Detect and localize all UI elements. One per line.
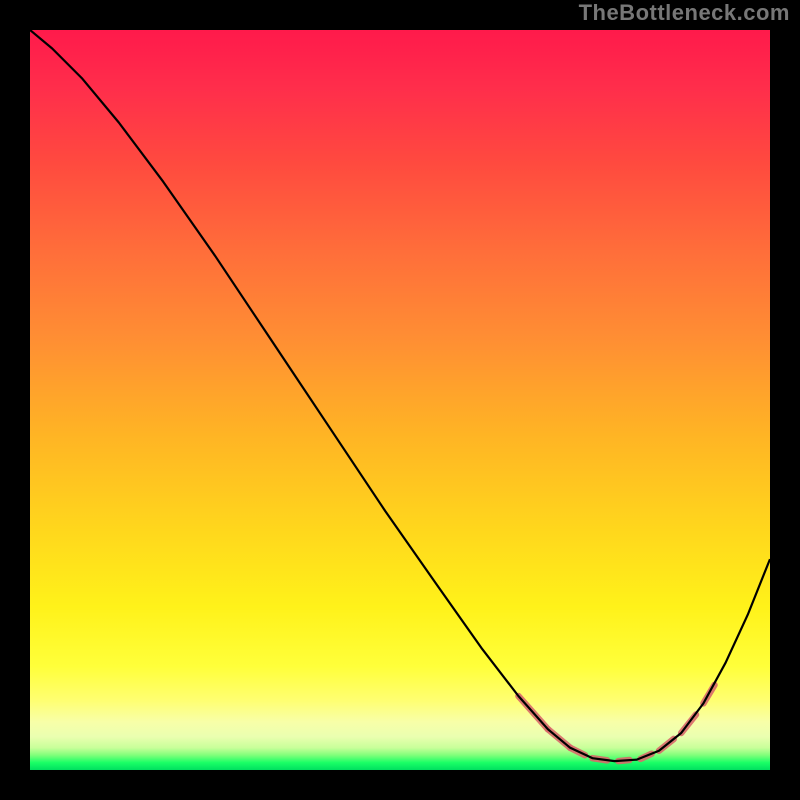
watermark-label: TheBottleneck.com <box>579 0 790 26</box>
gradient-background <box>30 30 770 770</box>
bottleneck-curve-chart <box>30 30 770 770</box>
chart-stage: TheBottleneck.com <box>0 0 800 800</box>
plot-area <box>30 30 770 770</box>
